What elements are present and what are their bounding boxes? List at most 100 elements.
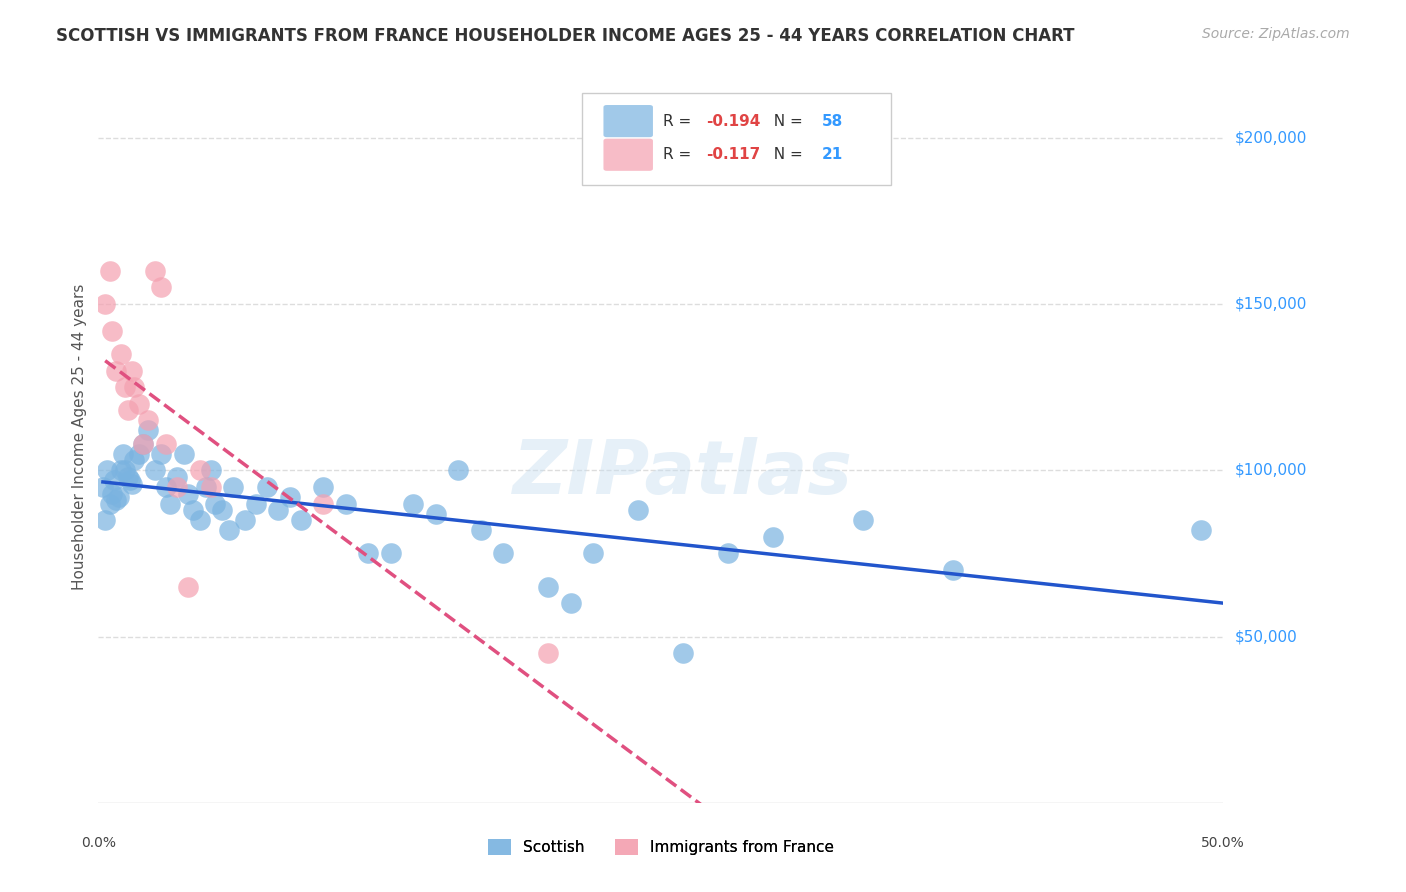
Point xyxy=(173,447,195,461)
Point xyxy=(1189,523,1212,537)
Point xyxy=(200,480,222,494)
Y-axis label: Householder Income Ages 25 - 44 years: Householder Income Ages 25 - 44 years xyxy=(72,284,87,591)
Point xyxy=(136,424,159,438)
Point xyxy=(177,580,200,594)
Point xyxy=(357,546,380,560)
Text: 58: 58 xyxy=(821,113,844,128)
Point xyxy=(560,596,582,610)
Point xyxy=(105,493,128,508)
Point xyxy=(181,503,204,517)
Text: N =: N = xyxy=(765,113,808,128)
Point xyxy=(110,463,132,477)
Point xyxy=(200,463,222,477)
Point xyxy=(402,497,425,511)
Legend: Scottish, Immigrants from France: Scottish, Immigrants from France xyxy=(481,833,841,861)
Point xyxy=(672,646,695,660)
FancyBboxPatch shape xyxy=(582,94,891,185)
Point xyxy=(94,297,117,311)
Point xyxy=(425,507,447,521)
Text: R =: R = xyxy=(664,147,696,162)
Point xyxy=(101,486,124,500)
Point xyxy=(132,436,155,450)
Point xyxy=(159,497,181,511)
Point xyxy=(96,463,118,477)
Point xyxy=(312,480,335,494)
Point xyxy=(267,503,290,517)
Text: SCOTTISH VS IMMIGRANTS FROM FRANCE HOUSEHOLDER INCOME AGES 25 - 44 YEARS CORRELA: SCOTTISH VS IMMIGRANTS FROM FRANCE HOUSE… xyxy=(56,27,1074,45)
Point xyxy=(942,563,965,577)
Point xyxy=(103,473,125,487)
Point xyxy=(537,580,560,594)
Point xyxy=(143,264,166,278)
Point xyxy=(105,363,128,377)
Point xyxy=(107,490,129,504)
Point xyxy=(222,480,245,494)
Point xyxy=(114,463,136,477)
Point xyxy=(188,463,211,477)
Point xyxy=(101,324,124,338)
Point xyxy=(335,497,357,511)
Point xyxy=(155,436,177,450)
Point xyxy=(110,347,132,361)
Point xyxy=(204,497,226,511)
Text: -0.194: -0.194 xyxy=(706,113,761,128)
Point xyxy=(132,436,155,450)
Text: N =: N = xyxy=(765,147,808,162)
Text: -0.117: -0.117 xyxy=(706,147,761,162)
Point xyxy=(143,463,166,477)
Point xyxy=(211,503,233,517)
Point xyxy=(290,513,312,527)
Text: 50.0%: 50.0% xyxy=(1201,836,1246,850)
Point xyxy=(117,403,139,417)
Point xyxy=(380,546,402,560)
Point xyxy=(91,480,114,494)
Point xyxy=(177,486,200,500)
Point xyxy=(852,513,875,527)
Point xyxy=(117,470,139,484)
Point xyxy=(195,480,218,494)
Point xyxy=(717,546,740,560)
Point xyxy=(582,546,605,560)
Point xyxy=(492,546,515,560)
Point xyxy=(112,447,135,461)
Point xyxy=(762,530,785,544)
Point xyxy=(278,490,301,504)
Point xyxy=(218,523,240,537)
Point xyxy=(136,413,159,427)
Point xyxy=(166,470,188,484)
Point xyxy=(627,503,650,517)
Point xyxy=(128,447,150,461)
Text: $150,000: $150,000 xyxy=(1234,297,1306,311)
Point xyxy=(114,380,136,394)
Point xyxy=(121,476,143,491)
Text: 0.0%: 0.0% xyxy=(82,836,115,850)
Point xyxy=(188,513,211,527)
Point xyxy=(150,280,173,294)
Point xyxy=(128,397,150,411)
Text: Source: ZipAtlas.com: Source: ZipAtlas.com xyxy=(1202,27,1350,41)
Point xyxy=(166,480,188,494)
Point xyxy=(470,523,492,537)
FancyBboxPatch shape xyxy=(603,105,652,137)
Point xyxy=(537,646,560,660)
Text: $100,000: $100,000 xyxy=(1234,463,1306,478)
Point xyxy=(155,480,177,494)
Text: ZIPatlas: ZIPatlas xyxy=(513,437,853,510)
Point xyxy=(312,497,335,511)
Point xyxy=(121,363,143,377)
Point xyxy=(124,380,146,394)
Point xyxy=(245,497,267,511)
Point xyxy=(233,513,256,527)
Point xyxy=(447,463,470,477)
Point xyxy=(256,480,278,494)
Point xyxy=(124,453,146,467)
Text: $50,000: $50,000 xyxy=(1234,629,1298,644)
Point xyxy=(98,497,121,511)
FancyBboxPatch shape xyxy=(603,138,652,171)
Point xyxy=(94,513,117,527)
Point xyxy=(150,447,173,461)
Text: $200,000: $200,000 xyxy=(1234,130,1306,145)
Point xyxy=(98,264,121,278)
Point xyxy=(118,473,141,487)
Text: 21: 21 xyxy=(821,147,844,162)
